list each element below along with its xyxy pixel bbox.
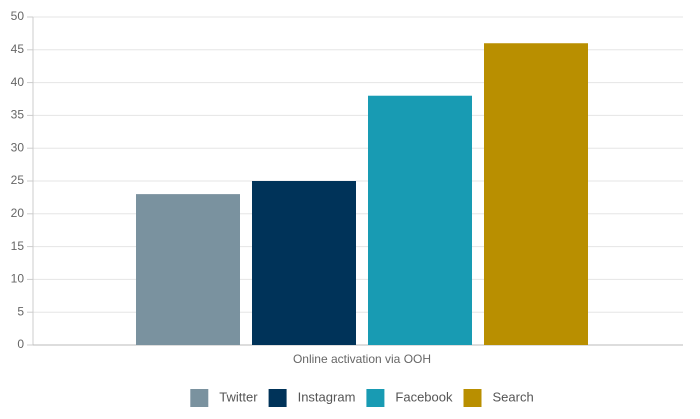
legend-label: Search (493, 389, 534, 404)
y-tick-label: 50 (11, 9, 25, 23)
y-tick-label: 5 (17, 304, 24, 318)
legend-swatch (463, 389, 482, 407)
legend-label: Twitter (219, 389, 258, 404)
y-tick-label: 45 (11, 42, 25, 56)
bar (484, 43, 588, 346)
legend-label: Instagram (298, 389, 356, 404)
y-tick-label: 0 (17, 337, 24, 351)
legend-label: Facebook (395, 389, 453, 404)
bar (368, 95, 472, 345)
y-tick-label: 30 (11, 140, 25, 154)
y-tick-label: 15 (11, 239, 25, 253)
y-tick-label: 25 (11, 173, 25, 187)
legend-swatch (366, 389, 385, 407)
y-tick-label: 40 (11, 75, 25, 89)
legend-swatch (268, 389, 287, 407)
bar (136, 194, 240, 345)
y-tick-label: 20 (11, 206, 25, 220)
legend-swatch (190, 389, 209, 407)
y-tick-label: 35 (11, 108, 25, 122)
bar (252, 181, 356, 345)
legend: Twitter Instagram Facebook Search (190, 389, 534, 407)
x-tick-label: Online activation via OOH (293, 352, 431, 366)
y-tick-label: 10 (11, 272, 25, 286)
